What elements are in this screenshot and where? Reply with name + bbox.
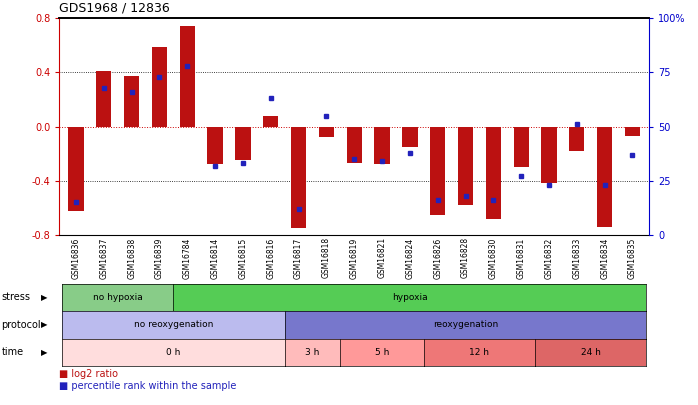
Bar [68, 127, 84, 211]
Text: GSM16834: GSM16834 [600, 237, 609, 279]
Text: protocol: protocol [1, 320, 41, 330]
Text: GSM16831: GSM16831 [517, 237, 526, 279]
Text: reoxygenation: reoxygenation [433, 320, 498, 329]
Text: GSM16784: GSM16784 [183, 237, 192, 279]
Text: hypoxia: hypoxia [392, 293, 428, 302]
Text: ■ percentile rank within the sample: ■ percentile rank within the sample [59, 381, 237, 391]
Text: GSM16826: GSM16826 [433, 237, 443, 279]
Text: GSM16821: GSM16821 [378, 237, 387, 279]
Text: GSM16830: GSM16830 [489, 237, 498, 279]
Bar [514, 127, 529, 167]
Text: GSM16824: GSM16824 [406, 237, 415, 279]
Bar [207, 127, 223, 164]
Text: GSM16818: GSM16818 [322, 237, 331, 279]
Bar [152, 47, 167, 127]
Bar [486, 127, 501, 219]
Text: ▶: ▶ [41, 348, 47, 357]
Bar [347, 127, 362, 163]
Text: 5 h: 5 h [375, 348, 389, 357]
Bar [430, 127, 445, 215]
Text: ▶: ▶ [41, 320, 47, 329]
Text: GSM16838: GSM16838 [127, 237, 136, 279]
Bar [625, 127, 640, 136]
Text: GSM16816: GSM16816 [266, 237, 275, 279]
Text: GSM16835: GSM16835 [628, 237, 637, 279]
Bar [458, 127, 473, 205]
Text: GSM16837: GSM16837 [99, 237, 108, 279]
Bar [569, 127, 584, 151]
Text: ▶: ▶ [41, 293, 47, 302]
Bar [374, 127, 389, 164]
Text: GSM16832: GSM16832 [544, 237, 554, 279]
Bar [402, 127, 417, 147]
Bar [291, 127, 306, 228]
Text: 24 h: 24 h [581, 348, 601, 357]
Text: time: time [1, 347, 24, 357]
Text: 0 h: 0 h [166, 348, 181, 357]
Text: stress: stress [1, 292, 31, 302]
Bar [179, 26, 195, 127]
Text: GSM16839: GSM16839 [155, 237, 164, 279]
Text: GSM16817: GSM16817 [294, 237, 303, 279]
Bar [96, 71, 112, 127]
Text: GSM16819: GSM16819 [350, 237, 359, 279]
Text: GSM16828: GSM16828 [461, 237, 470, 279]
Bar [263, 116, 279, 127]
Text: GSM16815: GSM16815 [239, 237, 248, 279]
Bar [124, 77, 140, 127]
Text: no reoxygenation: no reoxygenation [134, 320, 213, 329]
Text: no hypoxia: no hypoxia [93, 293, 142, 302]
Text: GSM16836: GSM16836 [71, 237, 80, 279]
Text: 3 h: 3 h [305, 348, 320, 357]
Bar [235, 127, 251, 160]
Bar [542, 127, 556, 183]
Text: GSM16814: GSM16814 [211, 237, 220, 279]
Bar [597, 127, 612, 227]
Bar [319, 127, 334, 137]
Text: 12 h: 12 h [470, 348, 489, 357]
Text: GDS1968 / 12836: GDS1968 / 12836 [59, 1, 170, 14]
Text: ■ log2 ratio: ■ log2 ratio [59, 369, 119, 379]
Text: GSM16833: GSM16833 [572, 237, 581, 279]
